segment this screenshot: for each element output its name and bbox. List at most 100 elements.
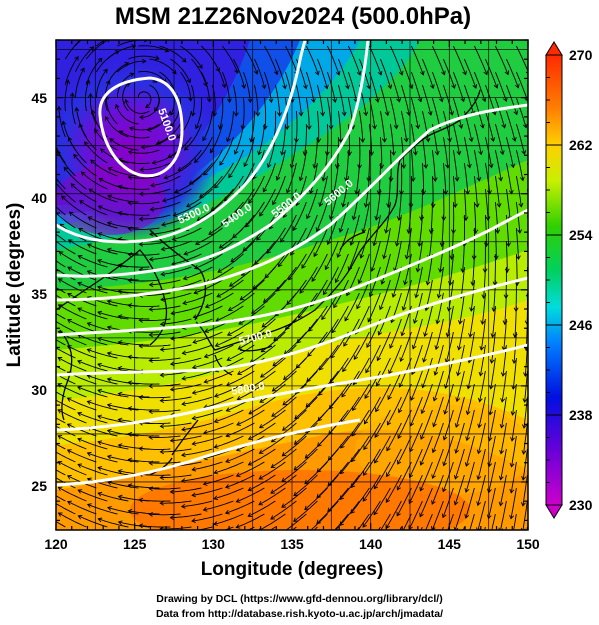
streamline-arrowhead [481,97,487,103]
streamline-arrowhead [363,111,369,117]
contour-label-5800: 5800.0 [230,380,265,398]
streamline [408,474,423,504]
streamline-arrowhead [474,203,480,208]
x-axis-title: Longitude (degrees) [201,559,384,580]
streamline [85,57,103,86]
streamline [56,205,66,216]
streamline-arrowhead [479,346,485,351]
streamline [389,97,398,129]
streamline-arrowhead [315,227,321,233]
streamline-arrowhead [148,511,154,517]
streamline-arrowhead [97,414,103,420]
streamline-arrowhead [235,472,241,478]
streamline [243,45,258,75]
streamline-arrowhead [106,221,112,226]
streamline-arrowhead [117,443,123,449]
streamline [61,195,87,216]
streamline-arrowhead [193,158,199,164]
streamline-arrowhead [399,357,404,363]
streamline-arrowhead [151,160,157,165]
streamline-arrowhead [272,361,278,367]
streamline [203,474,234,485]
streamline [171,305,202,315]
streamline-arrowhead [341,392,346,398]
streamline [299,266,318,294]
streamline [128,381,160,385]
streamline [193,305,223,318]
streamline [263,71,272,103]
streamline-arrowhead [243,162,248,168]
streamline-arrowhead [247,461,253,466]
streamline [191,513,223,522]
streamline-arrowhead [161,221,166,227]
streamline-arrowhead [476,176,482,182]
streamline [344,292,360,321]
streamline [473,45,488,75]
streamline [523,422,528,455]
streamline-arrowhead [66,475,72,480]
streamline-arrowhead [167,153,173,158]
streamline [305,45,319,75]
streamline-arrowhead [213,495,219,501]
streamline [71,93,76,125]
streamline-arrowhead [145,103,150,109]
streamline [245,201,265,228]
streamline-arrowhead [476,449,482,455]
streamline [225,448,255,463]
streamline-arrowhead [42,221,46,225]
streamline-arrowhead [476,501,482,507]
streamline [77,386,108,398]
contour-5100 [98,76,184,178]
streamline-arrowhead [142,58,147,64]
streamline [203,500,234,511]
streamline-arrowhead [103,68,108,74]
streamline-arrowhead [51,208,55,212]
streamline-arrowhead [492,110,497,116]
streamline [379,84,389,116]
streamline [96,50,120,73]
streamline [320,318,339,345]
streamline-arrowhead [181,350,187,356]
streamline [340,448,360,474]
streamline [293,500,318,522]
streamline [282,383,307,406]
streamline [316,474,339,499]
streamline-arrowhead [275,175,281,181]
x-tick-label: 140 [359,536,383,552]
streamline [181,474,213,482]
streamline [446,305,454,337]
streamline-arrowhead [191,441,197,446]
streamline-arrowhead [318,391,323,396]
streamline [512,357,517,390]
streamline [351,435,370,462]
streamline [522,474,528,506]
streamline-arrowhead [357,279,363,285]
streamline [263,162,276,192]
streamline [67,345,97,359]
streamline [321,292,339,320]
streamline [409,448,423,478]
streamline [422,357,433,388]
streamline-arrowhead [393,124,399,130]
streamline [182,370,213,380]
streamline-arrowhead [515,255,521,260]
streamline [377,331,391,361]
streamline [423,331,433,363]
streamline-arrowhead [69,92,75,97]
streamline [214,383,244,397]
streamline [419,461,433,491]
streamline-arrowhead [107,194,112,200]
streamline [56,182,76,203]
streamline-arrowhead [510,541,514,545]
streamline [56,260,66,268]
streamline [308,305,328,332]
streamline-arrowhead [442,487,447,493]
streamline [309,162,318,194]
streamline [237,383,265,400]
streamline [356,279,370,309]
streamline [192,357,223,369]
streamline [420,189,423,221]
streamline-arrowhead [493,83,499,89]
streamline [259,383,286,403]
streamline [67,449,97,463]
